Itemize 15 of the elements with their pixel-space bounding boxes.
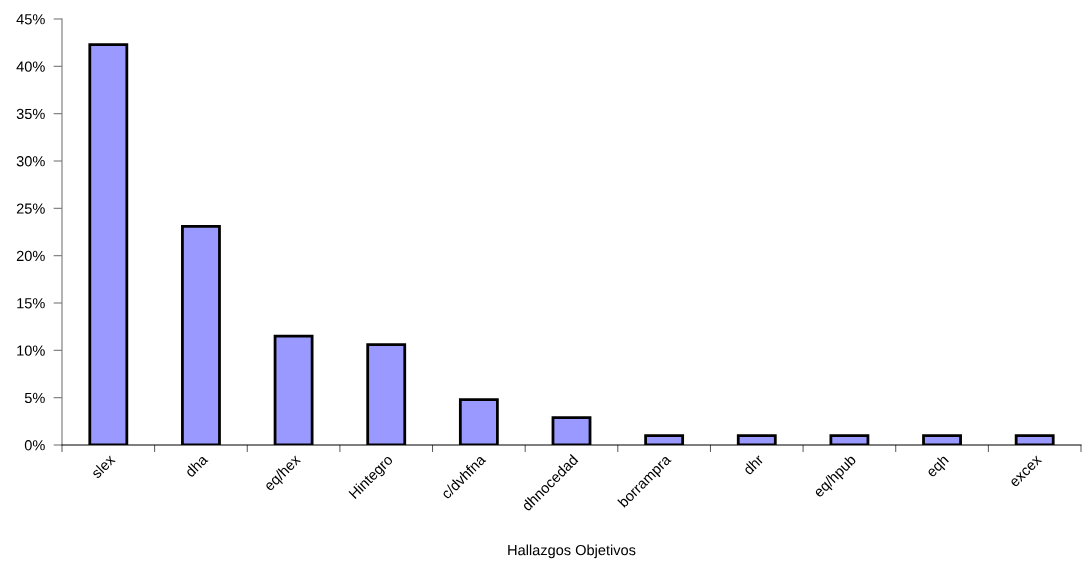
x-axis-title: Hallazgos Objetivos [508,544,636,559]
y-tick-label: 0% [24,440,45,451]
x-tick-label: dhr [742,453,765,476]
y-tick-label: 20% [16,250,45,262]
y-tick-label: 40% [16,61,45,72]
y-tick-label: 5% [24,392,45,404]
x-tick-label: dha [184,453,209,478]
y-tick-label: 10% [17,345,45,356]
x-tick-label: eqh [925,454,951,480]
y-tick-label: 15% [17,298,45,309]
x-tick-label: slex [90,453,116,479]
y-tick-label: 30% [16,156,45,167]
y-tick-label: 25% [16,203,45,214]
y-tick-label: 45% [16,14,45,25]
y-tick-label: 35% [16,108,45,120]
